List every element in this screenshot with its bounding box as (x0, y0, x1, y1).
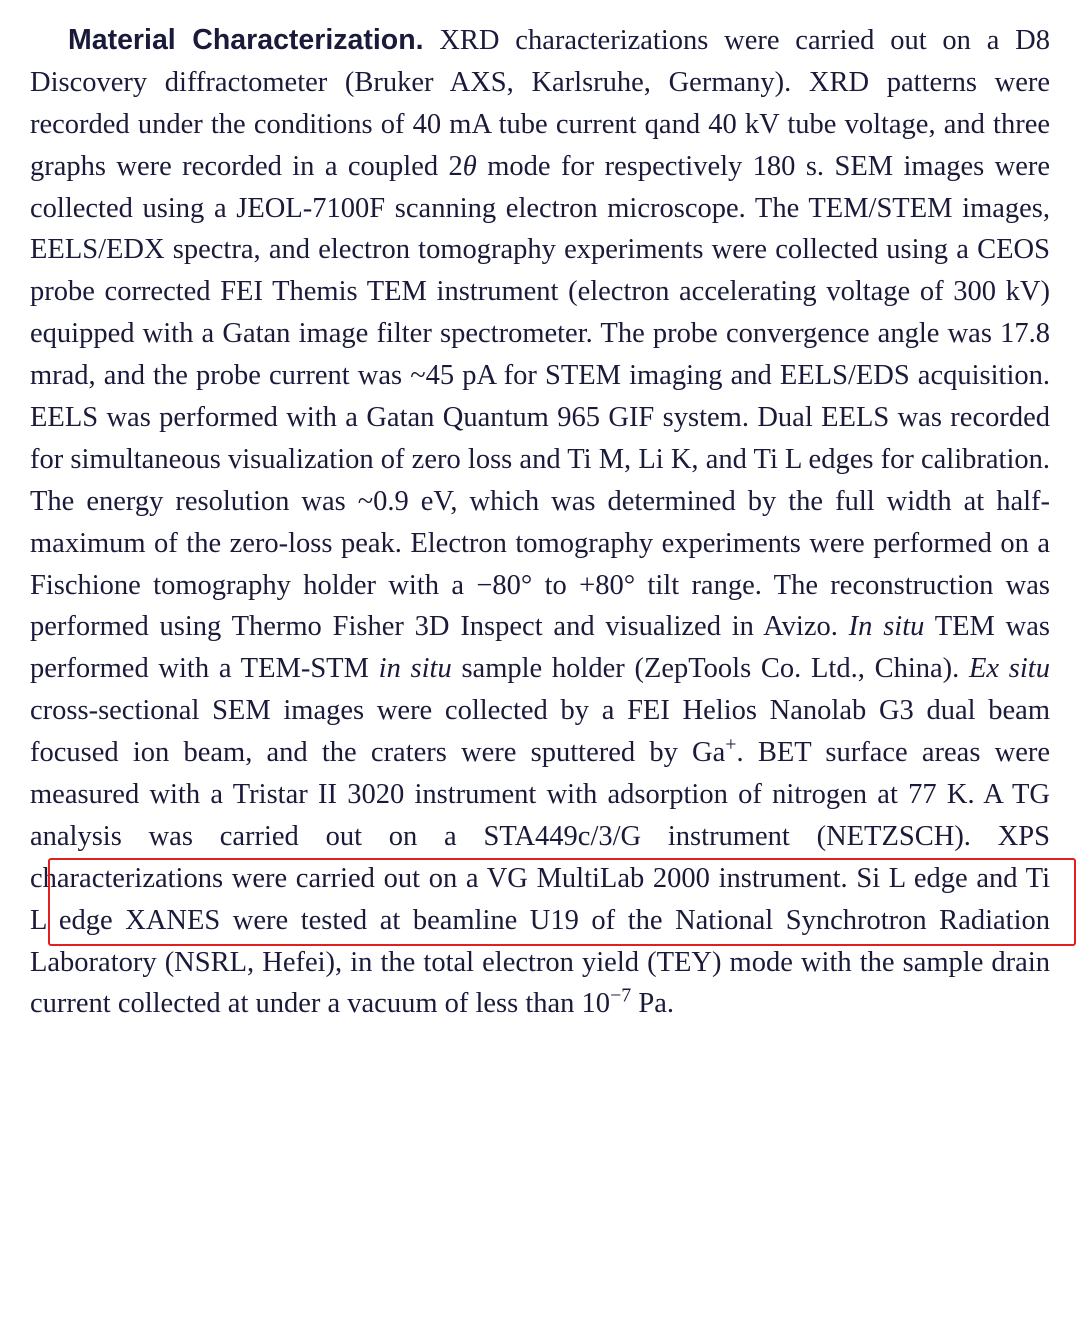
paragraph-container: Material Characterization. XRD character… (30, 20, 1050, 1025)
section-body: XRD characterizations were carried out o… (30, 25, 1050, 1019)
section-heading: Material Characterization. (30, 24, 424, 56)
